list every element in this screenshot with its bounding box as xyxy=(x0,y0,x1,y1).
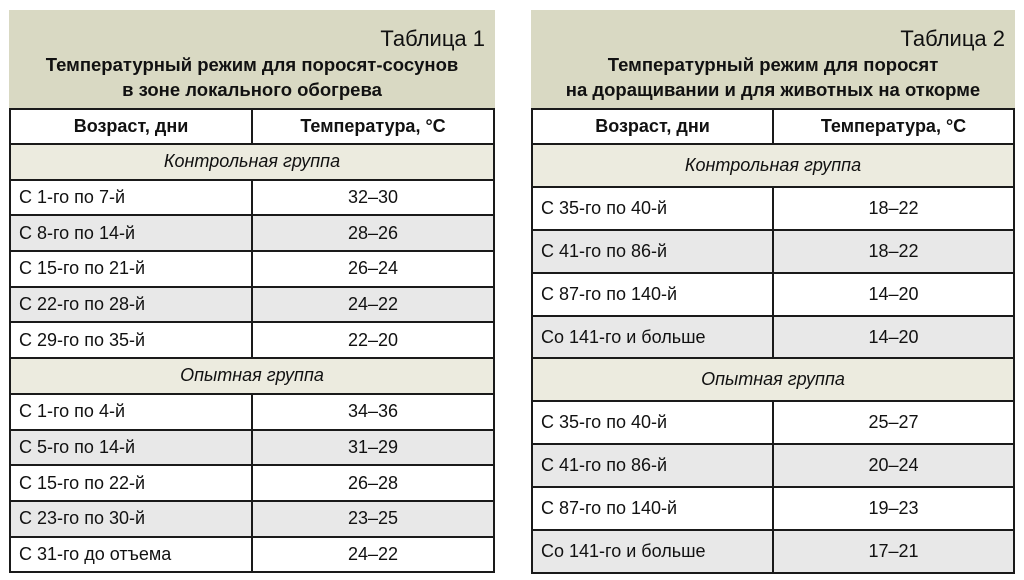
table-row: С 15-го по 22-й 26–28 xyxy=(9,464,495,502)
table-row: С 41-го по 86-й 18–22 xyxy=(531,228,1015,274)
temperature-cell: 17–21 xyxy=(772,529,1015,574)
temperature-cell: 18–22 xyxy=(772,228,1015,274)
temperature-cell: 20–24 xyxy=(772,443,1015,489)
table-row: С 87-го по 140-й 14–20 xyxy=(531,271,1015,317)
table-row: С 23-го по 30-й 23–25 xyxy=(9,499,495,538)
age-cell: С 87-го по 140-й xyxy=(531,486,774,532)
table-title-line-1: Температурный режим для поросят xyxy=(607,54,939,75)
table-row: С 31-го до отъема 24–22 xyxy=(9,535,495,574)
table-title-line-2: в зоне локального обогрева xyxy=(122,79,382,100)
table-row: С 5-го по 14-й 31–29 xyxy=(9,428,495,467)
table-row: С 35-го по 40-й 18–22 xyxy=(531,185,1015,231)
group-label: Контрольная группа xyxy=(9,143,495,181)
temperature-cell: 32–30 xyxy=(251,178,495,217)
age-cell: С 15-го по 21-й xyxy=(9,250,253,288)
table-number: Таблица 1 xyxy=(380,26,485,51)
table-row: С 1-го по 4-й 34–36 xyxy=(9,392,495,431)
age-cell: С 41-го по 86-й xyxy=(531,443,774,489)
age-cell: С 5-го по 14-й xyxy=(9,428,253,467)
table-1-caption: Таблица 1 Температурный режим для порося… xyxy=(9,10,495,108)
temperature-cell: 18–22 xyxy=(772,185,1015,231)
age-cell: С 1-го по 4-й xyxy=(9,392,253,431)
table-title-line-1: Температурный режим для поросят-сосунов xyxy=(45,54,459,75)
table-row: Со 141-го и больше 14–20 xyxy=(531,314,1015,360)
table-row: С 22-го по 28-й 24–22 xyxy=(9,285,495,324)
group-label: Опытная группа xyxy=(531,357,1015,403)
header-row: Возраст, дни Температура, °С xyxy=(531,108,1015,145)
temperature-cell: 34–36 xyxy=(251,392,495,431)
table-title-line-2: на доращивании и для животных на откорме xyxy=(565,79,981,100)
temperature-cell: 26–24 xyxy=(251,250,495,288)
temperature-cell: 22–20 xyxy=(251,321,495,360)
age-cell: Со 141-го и больше xyxy=(531,529,774,574)
temperature-cell: 24–22 xyxy=(251,285,495,324)
header-temperature: Температура, °С xyxy=(251,108,495,145)
group-row: Опытная группа xyxy=(9,357,495,395)
table-number: Таблица 2 xyxy=(900,26,1005,51)
table-row: С 8-го по 14-й 28–26 xyxy=(9,214,495,253)
age-cell: С 23-го по 30-й xyxy=(9,499,253,538)
group-row: Опытная группа xyxy=(531,357,1015,403)
table-row: С 15-го по 21-й 26–24 xyxy=(9,250,495,288)
group-label: Опытная группа xyxy=(9,357,495,395)
age-cell: С 31-го до отъема xyxy=(9,535,253,574)
group-label: Контрольная группа xyxy=(531,143,1015,188)
temperature-cell: 28–26 xyxy=(251,214,495,253)
age-cell: С 22-го по 28-й xyxy=(9,285,253,324)
table-row: С 29-го по 35-й 22–20 xyxy=(9,321,495,360)
age-cell: С 35-го по 40-й xyxy=(531,400,774,446)
table-2: Таблица 2 Температурный режим для порося… xyxy=(531,10,1015,574)
group-row: Контрольная группа xyxy=(531,143,1015,188)
temperature-cell: 14–20 xyxy=(772,314,1015,360)
temperature-cell: 31–29 xyxy=(251,428,495,467)
table-1: Таблица 1 Температурный режим для порося… xyxy=(9,10,495,574)
table-2-grid: Возраст, дни Температура, °С Контрольная г… xyxy=(531,108,1015,574)
header-row: Возраст, дни Температура, °С xyxy=(9,108,495,145)
table-2-caption: Таблица 2 Температурный режим для порося… xyxy=(531,10,1015,108)
age-cell: С 35-го по 40-й xyxy=(531,185,774,231)
header-age: Возраст, дни xyxy=(531,108,774,145)
header-temperature: Температура, °С xyxy=(772,108,1015,145)
age-cell: С 29-го по 35-й xyxy=(9,321,253,360)
age-cell: С 1-го по 7-й xyxy=(9,178,253,217)
table-row: С 1-го по 7-й 32–30 xyxy=(9,178,495,217)
age-cell: С 15-го по 22-й xyxy=(9,464,253,502)
temperature-cell: 24–22 xyxy=(251,535,495,574)
table-row: С 41-го по 86-й 20–24 xyxy=(531,443,1015,489)
age-cell: Со 141-го и больше xyxy=(531,314,774,360)
age-cell: С 41-го по 86-й xyxy=(531,228,774,274)
temperature-cell: 19–23 xyxy=(772,486,1015,532)
temperature-cell: 14–20 xyxy=(772,271,1015,317)
age-cell: С 8-го по 14-й xyxy=(9,214,253,253)
group-row: Контрольная группа xyxy=(9,143,495,181)
temperature-cell: 25–27 xyxy=(772,400,1015,446)
table-row: С 35-го по 40-й 25–27 xyxy=(531,400,1015,446)
table-1-grid: Возраст, дни Температура, °С Контрольная г… xyxy=(9,108,495,574)
temperature-cell: 26–28 xyxy=(251,464,495,502)
table-row: Со 141-го и больше 17–21 xyxy=(531,529,1015,574)
age-cell: С 87-го по 140-й xyxy=(531,271,774,317)
table-row: С 87-го по 140-й 19–23 xyxy=(531,486,1015,532)
temperature-cell: 23–25 xyxy=(251,499,495,538)
header-age: Возраст, дни xyxy=(9,108,253,145)
